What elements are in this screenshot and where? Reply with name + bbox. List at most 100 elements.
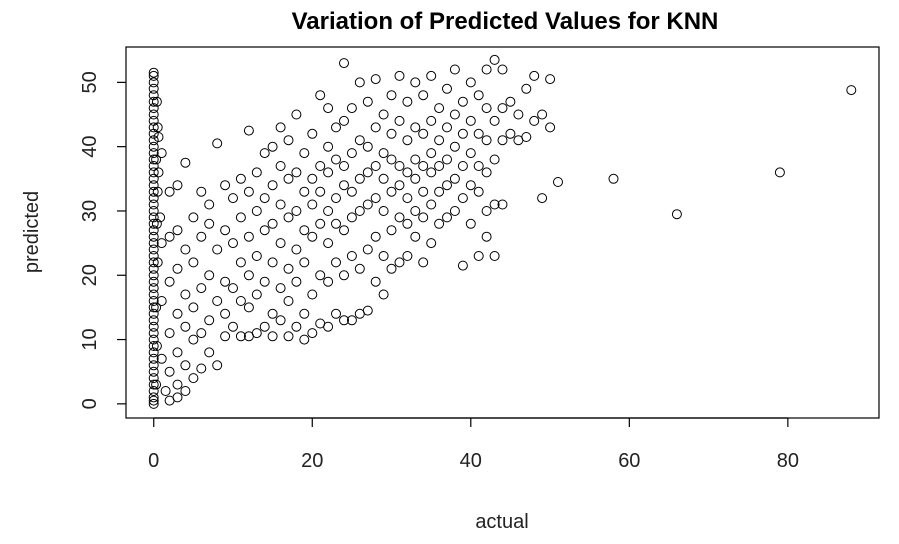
- data-point: [204, 270, 215, 281]
- data-point: [465, 77, 476, 88]
- data-point: [156, 296, 167, 306]
- data-point: [402, 251, 413, 261]
- data-point: [212, 138, 223, 149]
- data-point: [434, 186, 445, 197]
- data-point: [148, 167, 159, 178]
- data-point: [449, 109, 460, 120]
- data-point: [196, 231, 207, 242]
- data-point: [267, 257, 278, 268]
- data-point: [394, 212, 405, 223]
- data-point: [497, 64, 508, 75]
- data-point: [148, 186, 159, 197]
- data-point: [148, 321, 159, 332]
- data-point: [434, 135, 445, 146]
- data-point: [148, 141, 159, 152]
- data-point: [299, 308, 310, 319]
- data-point: [148, 360, 159, 371]
- data-point: [299, 334, 310, 345]
- data-point: [386, 154, 397, 165]
- data-point: [148, 103, 159, 114]
- data-point: [148, 395, 159, 406]
- data-point: [251, 167, 262, 178]
- data-point: [370, 276, 381, 287]
- data-point: [473, 161, 484, 171]
- data-point: [481, 167, 492, 178]
- data-point: [220, 180, 231, 191]
- data-point: [339, 315, 349, 326]
- data-point: [164, 186, 175, 197]
- data-point: [172, 180, 183, 191]
- data-point: [339, 180, 349, 191]
- data-point: [553, 177, 563, 187]
- data-point: [434, 103, 445, 114]
- data-point: [148, 283, 159, 294]
- data-point: [362, 167, 373, 178]
- data-point: [323, 321, 334, 332]
- data-point: [331, 308, 341, 319]
- data-point: [267, 331, 278, 342]
- data-point: [220, 308, 231, 319]
- data-point: [152, 257, 163, 268]
- data-point: [410, 154, 421, 165]
- data-point: [473, 251, 484, 261]
- data-point: [220, 331, 231, 342]
- data-point: [251, 328, 262, 339]
- data-point: [180, 157, 191, 168]
- data-point: [148, 341, 159, 351]
- data-point: [267, 218, 278, 229]
- data-point: [307, 231, 318, 242]
- data-point: [148, 96, 159, 107]
- data-point: [307, 328, 318, 339]
- data-point: [220, 276, 231, 287]
- data-point: [426, 167, 437, 178]
- data-point: [410, 77, 421, 88]
- data-point: [449, 141, 460, 152]
- data-point: [394, 161, 405, 171]
- data-point: [196, 283, 207, 294]
- data-point: [156, 353, 167, 364]
- data-point: [220, 225, 231, 236]
- data-point: [148, 302, 159, 313]
- data-point: [212, 360, 223, 371]
- data-point: [402, 218, 413, 229]
- data-point: [299, 225, 310, 236]
- y-tick-label: 50: [79, 71, 101, 93]
- data-point: [418, 90, 429, 101]
- x-axis-label: actual: [475, 511, 528, 533]
- data-point: [434, 218, 445, 229]
- data-point: [465, 180, 476, 191]
- data-point: [418, 257, 429, 268]
- data-point: [671, 209, 682, 220]
- data-point: [537, 193, 548, 204]
- data-point: [212, 296, 223, 306]
- data-point: [156, 148, 167, 159]
- data-point: [299, 186, 310, 197]
- data-point: [442, 154, 452, 165]
- data-point: [354, 263, 365, 274]
- data-point: [370, 74, 381, 85]
- data-point: [212, 244, 223, 255]
- x-tick-label: 40: [460, 450, 482, 472]
- data-point: [148, 328, 159, 339]
- data-point: [354, 206, 365, 216]
- data-point: [299, 257, 310, 268]
- data-point: [497, 103, 508, 114]
- data-point: [243, 186, 254, 197]
- data-point: [283, 331, 294, 342]
- data-point: [426, 115, 437, 126]
- data-point: [323, 103, 334, 114]
- data-point: [153, 132, 164, 142]
- data-point: [172, 225, 183, 236]
- data-point: [251, 206, 262, 216]
- data-point: [465, 148, 476, 159]
- data-point: [259, 225, 270, 236]
- data-point: [457, 260, 468, 271]
- y-tick-label: 40: [79, 136, 101, 158]
- data-point: [346, 251, 357, 261]
- data-point: [228, 283, 238, 294]
- data-point: [331, 218, 341, 229]
- data-point: [283, 296, 294, 306]
- data-point: [449, 206, 460, 216]
- data-point: [291, 109, 302, 120]
- data-point: [259, 276, 270, 287]
